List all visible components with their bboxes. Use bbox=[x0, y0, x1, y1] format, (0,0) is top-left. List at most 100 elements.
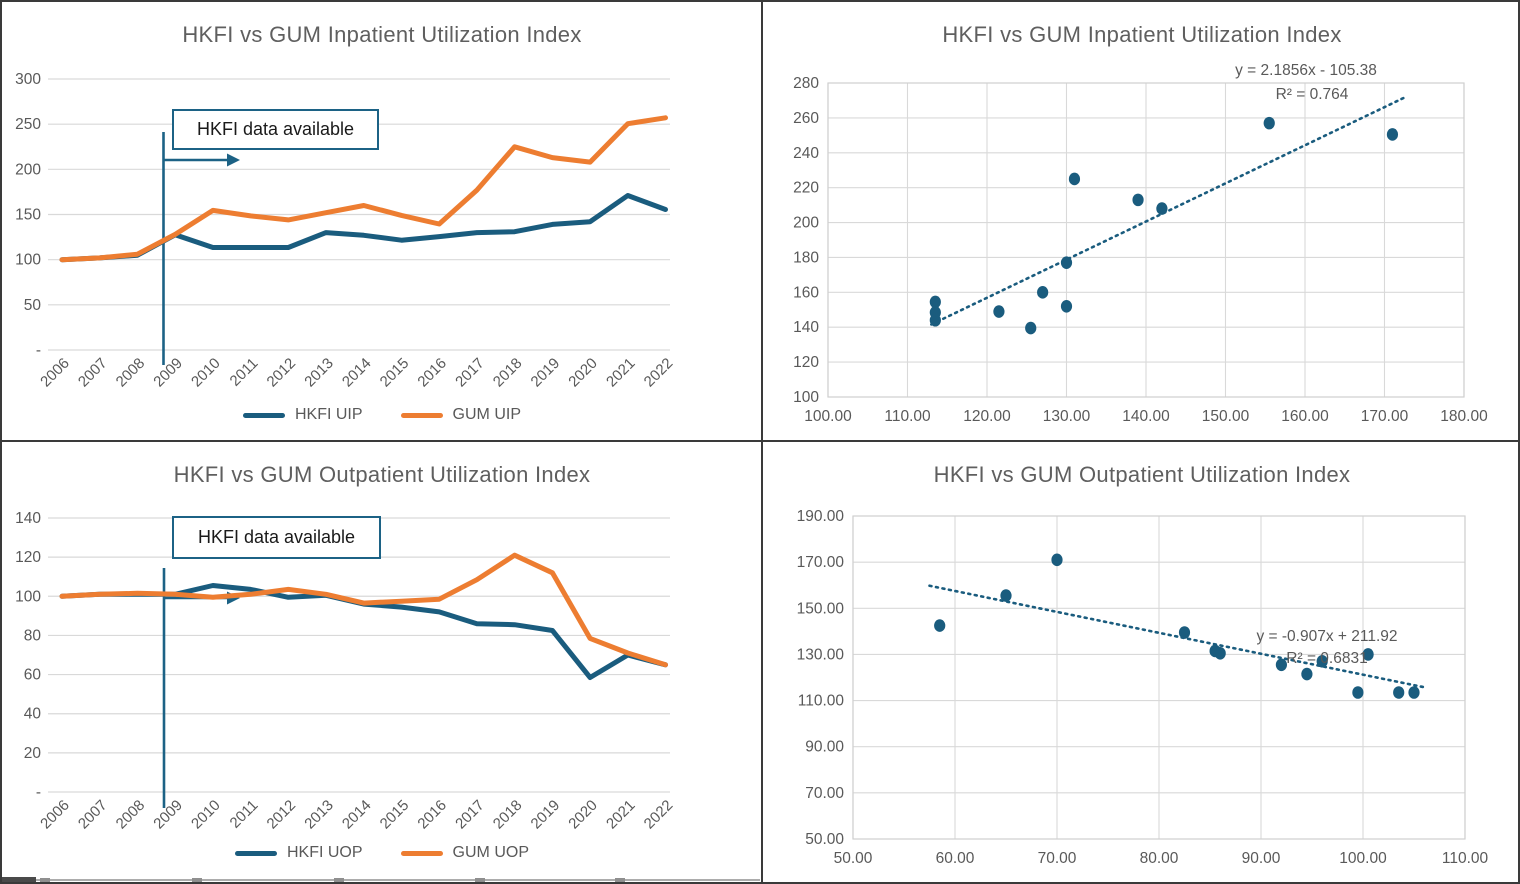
legend-label-gum-uop: GUM UOP bbox=[452, 844, 529, 861]
x-tick-label: 2016 bbox=[414, 355, 450, 391]
data-point bbox=[1068, 172, 1081, 186]
plot-border bbox=[852, 515, 1466, 840]
legend-label-gum-uip: GUM UIP bbox=[452, 406, 521, 423]
legend-item-hkfi-uip: HKFI UIP bbox=[242, 406, 363, 424]
y-tick-label: - bbox=[36, 342, 41, 359]
data-point bbox=[1000, 589, 1012, 602]
y-tick-label: 180 bbox=[793, 249, 819, 266]
legend-outpatient-line: HKFI UOP GUM UOP bbox=[2, 844, 762, 862]
series-line-hkfi-uop bbox=[59, 583, 668, 680]
x-tick-label: 2006 bbox=[37, 355, 73, 391]
data-point bbox=[1362, 648, 1374, 661]
annotation-arrow-head bbox=[227, 153, 240, 167]
plot-border bbox=[827, 82, 1465, 398]
legend-swatch-hkfi-uip bbox=[242, 412, 285, 418]
x-tick-label: 160.00 bbox=[1281, 408, 1329, 425]
x-tick-label: 2014 bbox=[339, 355, 375, 391]
panel-divider-horizontal bbox=[2, 440, 1518, 442]
x-tick-label: 2011 bbox=[227, 797, 262, 832]
x-tick-label: 2020 bbox=[565, 355, 601, 391]
data-point bbox=[1051, 553, 1063, 567]
x-tick-label: 2020 bbox=[565, 797, 601, 833]
x-tick-label: 2008 bbox=[113, 355, 149, 391]
x-tick-label: 2017 bbox=[452, 355, 488, 391]
x-tick-label: 2007 bbox=[75, 355, 111, 391]
x-tick-label: 2018 bbox=[490, 797, 526, 833]
x-tick-label: 2018 bbox=[490, 355, 526, 391]
y-tick-label: 100 bbox=[793, 389, 819, 406]
panel-divider-vertical bbox=[761, 2, 763, 882]
x-tick-label: 2011 bbox=[227, 355, 262, 390]
x-tick-label: 2017 bbox=[452, 797, 488, 833]
legend-item-gum-uip: GUM UIP bbox=[400, 406, 521, 424]
x-tick-label: 2010 bbox=[188, 797, 224, 833]
x-tick-label: 2007 bbox=[75, 797, 111, 833]
data-point bbox=[1060, 299, 1073, 313]
x-tick-label: 2016 bbox=[414, 797, 450, 833]
y-tick-label: 40 bbox=[24, 706, 42, 723]
chart-panel-inpatient-line[interactable]: 300 250 200 150 100 50-2006 2007 2008 2009 2010 20… bbox=[2, 2, 762, 440]
y-tick-label: 170.00 bbox=[797, 554, 845, 571]
trendline-equation-inpatient: y = 2.1856x - 105.38 bbox=[1235, 62, 1377, 79]
x-tick-label: 2015 bbox=[377, 797, 413, 833]
x-tick-label: 60.00 bbox=[936, 850, 975, 867]
y-tick-label: 80 bbox=[24, 627, 42, 644]
x-tick-label: 2009 bbox=[150, 797, 186, 833]
chart-title-inpatient-scatter: HKFI vs GUM Inpatient Utilization Index bbox=[942, 22, 1342, 47]
y-tick-label: 200 bbox=[15, 161, 41, 178]
series-line-gum-uip bbox=[59, 115, 668, 263]
y-tick-label: 60 bbox=[24, 667, 42, 684]
x-tick-label: 2015 bbox=[377, 355, 413, 391]
cropped-cell-corner bbox=[2, 877, 36, 882]
data-point bbox=[1352, 686, 1364, 699]
legend-swatch-gum-uop bbox=[400, 850, 443, 856]
chart-panel-outpatient-scatter[interactable]: 190.00 170.00 150.00 130.00 110.00 90.00 70.00… bbox=[764, 442, 1518, 882]
data-point bbox=[1132, 193, 1144, 207]
x-tick-label: 80.00 bbox=[1140, 850, 1179, 867]
x-tick-label: 2019 bbox=[528, 355, 564, 391]
annotation-box-hkfi-data-available: HKFI data available bbox=[172, 516, 381, 559]
data-point bbox=[929, 313, 941, 327]
legend-item-gum-uop: GUM UOP bbox=[400, 844, 529, 862]
legend-label-hkfi-uip: HKFI UIP bbox=[294, 406, 363, 423]
x-tick-label: 2010 bbox=[188, 355, 224, 391]
x-tick-label: 2022 bbox=[641, 797, 677, 833]
y-tick-label: 120 bbox=[15, 549, 41, 566]
y-tick-label: 190.00 bbox=[797, 508, 845, 525]
y-tick-label: 300 bbox=[15, 71, 41, 88]
x-tick-label: 90.00 bbox=[1242, 850, 1281, 867]
legend-swatch-hkfi-uop bbox=[234, 850, 277, 856]
y-tick-label: 240 bbox=[793, 145, 819, 162]
x-tick-label: 100.00 bbox=[804, 408, 852, 425]
x-tick-label: 2019 bbox=[528, 797, 564, 833]
cropped-table-row-edge bbox=[2, 877, 760, 882]
x-tick-label: 2012 bbox=[264, 355, 300, 391]
chart-panel-outpatient-line[interactable]: 140 120 100 80 60 40 20-2006 2007 2008 2009 2010 20… bbox=[2, 442, 762, 882]
y-tick-label: 90.00 bbox=[805, 739, 844, 756]
data-point bbox=[929, 295, 941, 309]
y-tick-label: 140 bbox=[793, 319, 819, 336]
legend-item-hkfi-uop: HKFI UOP bbox=[234, 844, 363, 862]
data-point bbox=[1275, 658, 1287, 672]
x-tick-label: 2008 bbox=[113, 797, 149, 833]
x-tick-label: 2009 bbox=[150, 355, 186, 391]
y-tick-label: 150 bbox=[15, 207, 41, 224]
data-point bbox=[1301, 667, 1313, 681]
legend-label-hkfi-uop: HKFI UOP bbox=[286, 844, 363, 861]
y-tick-label: 50 bbox=[24, 297, 42, 314]
y-tick-label: 70.00 bbox=[805, 785, 844, 802]
x-tick-label: 2013 bbox=[301, 355, 337, 391]
y-tick-label: 250 bbox=[15, 116, 41, 133]
data-point bbox=[1156, 202, 1168, 215]
legend-swatch-gum-uip bbox=[400, 412, 443, 418]
chart-panel-inpatient-scatter[interactable]: 280 260 240 220 200 180 160 140 120 100 100.00 110.… bbox=[764, 2, 1518, 440]
data-point bbox=[1393, 686, 1405, 699]
x-tick-label: 2012 bbox=[264, 797, 300, 833]
x-tick-label: 2022 bbox=[641, 355, 677, 391]
chart-title-inpatient-line: HKFI vs GUM Inpatient Utilization Index bbox=[182, 22, 582, 47]
x-tick-label: 2013 bbox=[301, 797, 337, 833]
chart-title-outpatient-scatter: HKFI vs GUM Outpatient Utilization Index bbox=[933, 462, 1351, 487]
